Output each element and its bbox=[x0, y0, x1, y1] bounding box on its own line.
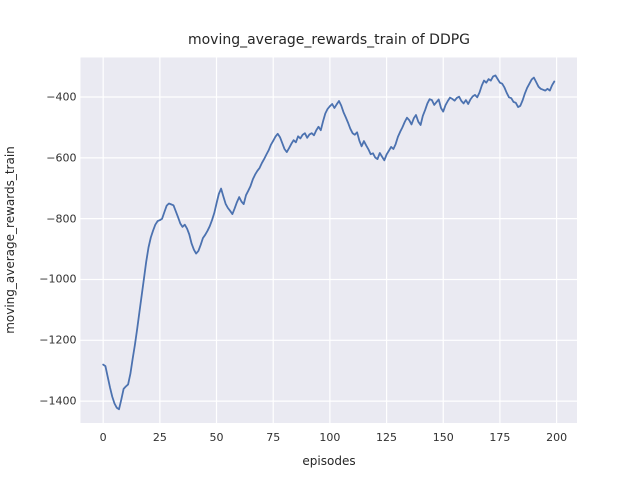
y-axis-label-text: moving_average_rewards_train bbox=[3, 146, 17, 334]
chart-title: moving_average_rewards_train of DDPG bbox=[187, 32, 471, 48]
data-line-series bbox=[102, 74, 556, 411]
x-tick-label: 175 bbox=[489, 431, 511, 444]
y-tick-label: −1400 bbox=[39, 394, 77, 408]
x-tick-label: 200 bbox=[546, 431, 568, 444]
x-tick-label: 50 bbox=[209, 431, 224, 444]
x-tick-label: 100 bbox=[319, 431, 341, 444]
y-tick-label: −1200 bbox=[39, 333, 77, 347]
x-tick-label: 0 bbox=[99, 431, 107, 444]
y-tick-label: −600 bbox=[46, 151, 77, 165]
y-tick-label: −1000 bbox=[39, 272, 77, 286]
y-tick-label: −800 bbox=[46, 212, 77, 226]
plot-background bbox=[80, 57, 577, 423]
x-tick-label: 25 bbox=[152, 431, 167, 444]
x-axis-label: episodes bbox=[302, 454, 356, 468]
x-tick-label: 125 bbox=[376, 431, 398, 444]
x-tick-label: 75 bbox=[266, 431, 281, 444]
y-tick-label: −400 bbox=[46, 90, 77, 104]
x-tick-label: 150 bbox=[432, 431, 454, 444]
